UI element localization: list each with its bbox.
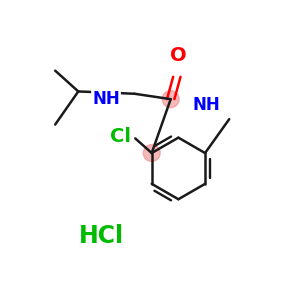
Text: HCl: HCl bbox=[79, 224, 124, 248]
Text: NH: NH bbox=[192, 96, 220, 114]
Circle shape bbox=[162, 91, 179, 108]
Text: NH: NH bbox=[92, 90, 120, 108]
Text: O: O bbox=[170, 46, 187, 65]
Text: Cl: Cl bbox=[110, 127, 131, 146]
Circle shape bbox=[143, 145, 160, 161]
